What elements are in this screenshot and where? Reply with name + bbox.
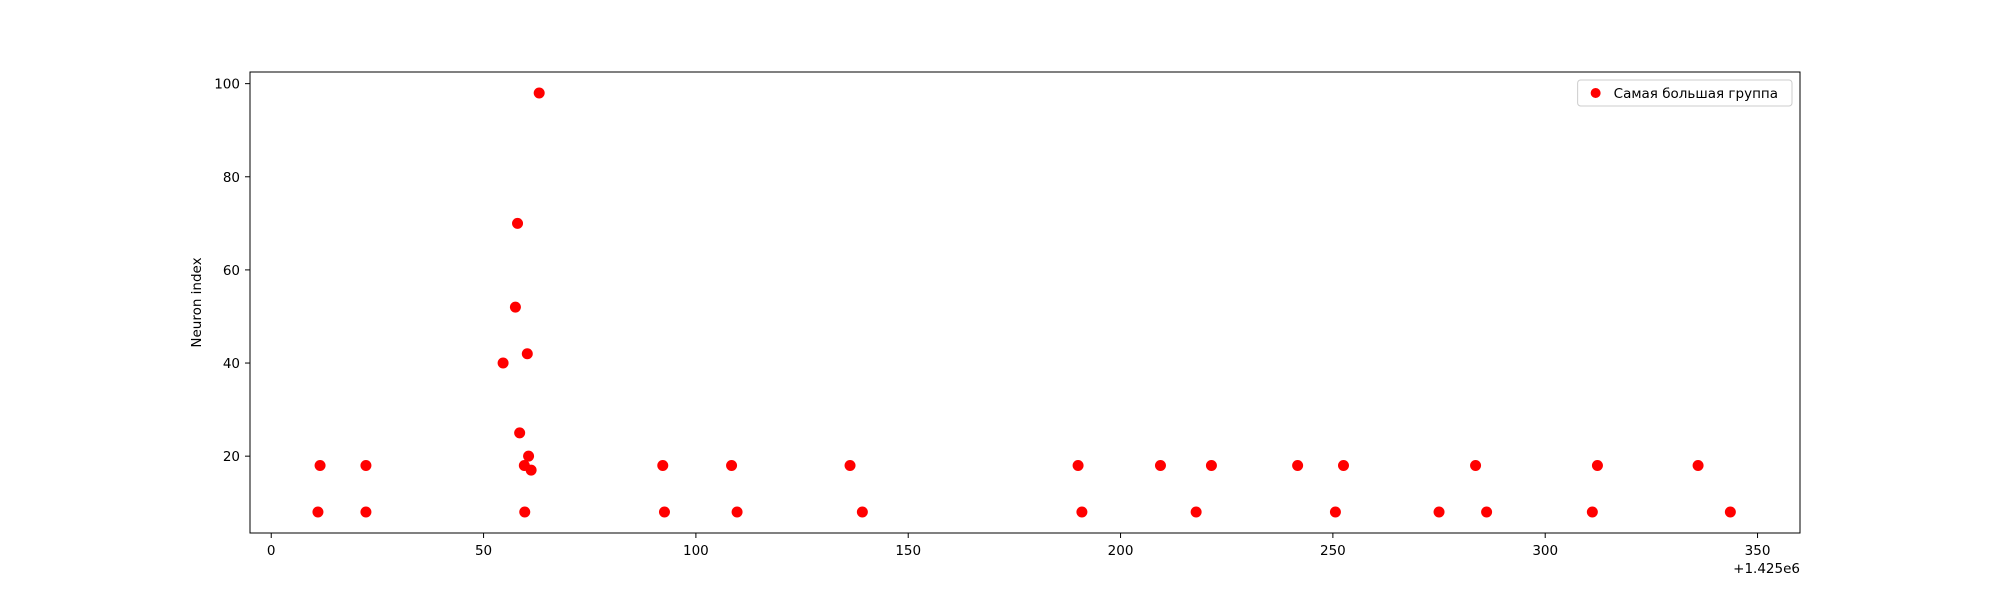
data-point xyxy=(519,506,531,518)
data-point xyxy=(533,87,545,99)
data-point xyxy=(312,506,324,518)
plot-area-frame xyxy=(249,71,1801,534)
legend-label: Самая большая группа xyxy=(1614,86,1778,102)
x-tick-label: 250 xyxy=(1320,543,1346,559)
data-point xyxy=(1329,506,1341,518)
y-tick-label: 20 xyxy=(223,449,240,465)
data-point xyxy=(523,450,535,462)
y-tick-label: 40 xyxy=(223,356,240,372)
x-axis-offset-label: +1.425e6 xyxy=(1733,561,1800,577)
data-point xyxy=(657,459,669,471)
data-point xyxy=(1692,459,1704,471)
data-point xyxy=(1072,459,1084,471)
data-point xyxy=(1337,459,1349,471)
data-point xyxy=(521,348,533,360)
x-tick-label: 300 xyxy=(1532,543,1558,559)
x-tick-label: 0 xyxy=(267,543,276,559)
y-axis-label: Neuron index xyxy=(189,257,205,347)
data-point xyxy=(1591,459,1603,471)
data-points xyxy=(312,87,1736,518)
x-tick-label: 100 xyxy=(683,543,709,559)
x-tick-label: 350 xyxy=(1745,543,1771,559)
data-point xyxy=(1586,506,1598,518)
data-point xyxy=(856,506,868,518)
legend-box xyxy=(1577,79,1793,107)
data-point xyxy=(1154,459,1166,471)
y-axis: 20 40 60 80 100 xyxy=(214,77,250,465)
x-tick-label: 150 xyxy=(895,543,921,559)
data-point xyxy=(844,459,856,471)
data-point xyxy=(314,459,326,471)
y-tick-label: 60 xyxy=(223,263,240,279)
data-point xyxy=(1433,506,1445,518)
data-point xyxy=(360,459,372,471)
data-point xyxy=(1724,506,1736,518)
data-point xyxy=(658,506,670,518)
y-tick-label: 80 xyxy=(223,170,240,186)
data-point xyxy=(525,464,537,476)
data-point xyxy=(509,301,521,313)
data-point xyxy=(1076,506,1088,518)
data-point xyxy=(731,506,743,518)
x-tick-label: 200 xyxy=(1108,543,1134,559)
data-point xyxy=(1190,506,1202,518)
data-point xyxy=(1470,459,1482,471)
x-tick-label: 50 xyxy=(475,543,492,559)
data-point xyxy=(512,217,524,229)
data-point xyxy=(726,459,738,471)
legend: Самая большая группа xyxy=(1577,79,1793,107)
data-point xyxy=(497,357,509,369)
data-point xyxy=(360,506,372,518)
data-point xyxy=(514,427,526,439)
data-point xyxy=(1481,506,1493,518)
data-point xyxy=(1292,459,1304,471)
y-tick-label: 100 xyxy=(214,77,240,93)
x-axis: 0 50 100 150 200 250 300 350 xyxy=(267,533,1770,559)
legend-marker xyxy=(1590,88,1601,98)
data-point xyxy=(1205,459,1217,471)
